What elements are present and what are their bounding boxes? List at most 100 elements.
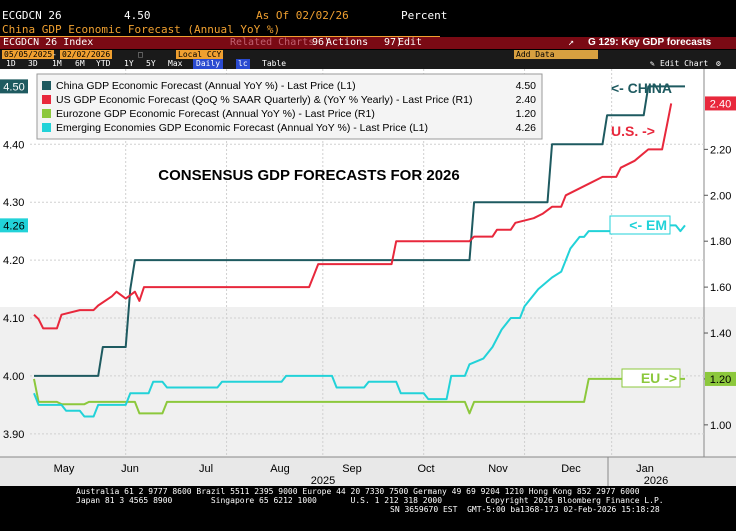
footer-contacts-line2: Japan 81 3 4565 8900 Singapore 65 6212 1…	[76, 496, 664, 505]
legend-item-us[interactable]: US GDP Economic Forecast (QoQ % SAAR Qua…	[42, 94, 536, 106]
date-separator: -	[52, 50, 57, 59]
gdp-forecast-chart[interactable]: 4.40 4.30 4.20 4.10 4.00 3.90 2.20 2.00 1.80 1.6…	[0, 69, 736, 486]
annotation-china: <- CHINA	[611, 80, 672, 96]
period-ytd[interactable]: YTD	[96, 59, 111, 68]
legend-item-em[interactable]: Emerging Economies GDP Economic Forecast…	[42, 122, 536, 134]
legend-label-eu: Eurozone GDP Economic Forecast (Annual Y…	[56, 108, 375, 120]
legend-value-china: 4.50	[516, 80, 537, 92]
legend-label-china: China GDP Economic Forecast (Annual YoY …	[56, 80, 356, 92]
series-line-emerging-economies[interactable]	[33, 224, 686, 418]
actions-menu[interactable]: Actions	[326, 37, 369, 48]
left-tick-label: 4.10	[3, 313, 24, 325]
year-label: 2025	[311, 475, 335, 486]
annotation-eu: EU ->	[641, 370, 677, 386]
year-label: 2026	[644, 475, 668, 486]
legend-label-em: Emerging Economies GDP Economic Forecast…	[56, 122, 428, 134]
x-tick-label: Nov	[488, 463, 508, 475]
right-tick-label: 1.60	[710, 282, 731, 294]
period-6m[interactable]: 6M	[75, 59, 85, 68]
period-5y[interactable]: 5Y	[146, 59, 156, 68]
left-axis-shade	[0, 307, 30, 457]
security-header: ECGDCN 26 4.50 As Of 02/02/26 Percent Ch…	[0, 0, 736, 37]
edit-chart-icon[interactable]: ✎	[650, 59, 655, 68]
right-tick-label: 1.00	[710, 420, 731, 432]
plot-shaded-band	[30, 307, 704, 457]
legend-item-eu[interactable]: Eurozone GDP Economic Forecast (Annual Y…	[42, 108, 536, 120]
right-tick-label: 1.80	[710, 236, 731, 248]
tag-left-em: 4.26	[3, 220, 24, 232]
left-y-axis: 4.40 4.30 4.20 4.10 4.00 3.90	[3, 139, 24, 441]
add-data-field[interactable]: Add Data	[514, 50, 598, 59]
period-1y[interactable]: 1Y	[124, 59, 134, 68]
legend-value-eu: 1.20	[516, 108, 537, 120]
frequency-dropdown[interactable]: Daily	[193, 59, 224, 69]
legend-value-us: 2.40	[516, 94, 537, 106]
as-of-date[interactable]: As Of 02/02/26	[256, 9, 349, 22]
related-charts-menu[interactable]: Related Charts	[230, 37, 315, 48]
footer: Australia 61 2 9777 8600 Brazil 5511 239…	[0, 486, 736, 531]
footer-contacts-line1: Australia 61 2 9777 8600 Brazil 5511 239…	[76, 487, 640, 496]
period-max[interactable]: Max	[168, 59, 183, 68]
x-tick-label: Jun	[121, 463, 139, 475]
left-tick-label: 3.90	[3, 429, 24, 441]
date-range-row: 05/05/2025 - 02/02/2026 □ Local CCY Add …	[0, 50, 736, 59]
calendar-icon[interactable]: □	[138, 50, 143, 59]
legend-item-china[interactable]: China GDP Economic Forecast (Annual YoY …	[42, 80, 536, 92]
tag-right-eu-box	[705, 371, 736, 386]
legend-swatch-eu	[42, 109, 51, 118]
series-line-eurozone[interactable]	[33, 377, 685, 415]
period-1m[interactable]: 1M	[52, 59, 62, 68]
chart-type-icon[interactable]: lc	[236, 59, 250, 69]
annotation-em: <- EM	[629, 217, 667, 233]
x-tick-label: Sep	[342, 463, 362, 475]
x-tick-label: Oct	[417, 463, 434, 475]
tag-left-em-box	[0, 218, 28, 233]
period-1d[interactable]: 1D	[6, 59, 16, 68]
edit-menu[interactable]: Edit	[398, 37, 423, 48]
footer-session-line: SN 3659670 EST GMT-5:00 ba1368-173 02-Fe…	[390, 505, 660, 514]
legend-swatch-china	[42, 81, 51, 90]
right-tick-label: 2.20	[710, 144, 731, 156]
end-date-field[interactable]: 02/02/2026	[60, 50, 113, 59]
x-tick-label: May	[54, 463, 75, 475]
x-axis: May Jun Jul Aug Sep Oct Nov Dec Jan 2025 2026	[54, 457, 668, 486]
right-tick-label: 1.40	[710, 328, 731, 340]
start-date-field[interactable]: 05/05/2025	[2, 50, 55, 59]
left-tick-label: 4.30	[3, 197, 24, 209]
legend-box	[36, 73, 543, 140]
ticker-field[interactable]: ECGDCN 26	[2, 9, 62, 22]
left-tick-label: 4.00	[3, 371, 24, 383]
tag-right-us: 2.40	[710, 98, 731, 110]
annotation-em-box	[609, 215, 671, 235]
legend-swatch-us	[42, 95, 51, 104]
period-3d[interactable]: 3D	[28, 59, 38, 68]
series-line-china[interactable]	[34, 85, 685, 377]
function-bar: ECGDCN 26 Index Related Charts 96) Actio…	[0, 37, 736, 49]
page-title: G 129: Key GDP forecasts	[588, 37, 712, 48]
x-tick-label: Aug	[270, 463, 290, 475]
x-tick-label: Jan	[636, 463, 654, 475]
edit-menu-number: 97)	[384, 37, 403, 48]
edit-chart-button[interactable]: Edit Chart	[660, 59, 709, 68]
annotation-us: U.S. ->	[611, 123, 655, 139]
x-tick-label: Jul	[199, 463, 213, 475]
tag-left-china: 4.50	[3, 81, 24, 93]
period-toolbar: 1D 3D 1M 6M YTD 1Y 5Y Max Daily lc Table…	[0, 59, 736, 69]
settings-icon[interactable]: ⚙	[716, 59, 721, 68]
legend: China GDP Economic Forecast (Annual YoY …	[36, 73, 543, 140]
left-tick-label: 4.40	[3, 139, 24, 151]
legend-value-em: 4.26	[516, 122, 537, 134]
currency-field[interactable]: Local CCY	[176, 50, 224, 59]
annotation-eu-box	[621, 368, 681, 388]
x-tick-label: Dec	[561, 463, 581, 475]
series-lines	[33, 85, 686, 418]
table-button[interactable]: Table	[262, 59, 287, 68]
actions-menu-number: 96)	[312, 37, 331, 48]
tag-right-us-box	[705, 96, 736, 111]
price-value: 4.50	[124, 9, 151, 22]
export-icon[interactable]: ↗	[568, 37, 575, 48]
series-line-united-states[interactable]	[33, 103, 673, 330]
left-tick-label: 4.20	[3, 255, 24, 267]
tag-right-eu: 1.20	[710, 374, 731, 386]
security-description: China GDP Economic Forecast (Annual YoY …	[2, 23, 281, 36]
